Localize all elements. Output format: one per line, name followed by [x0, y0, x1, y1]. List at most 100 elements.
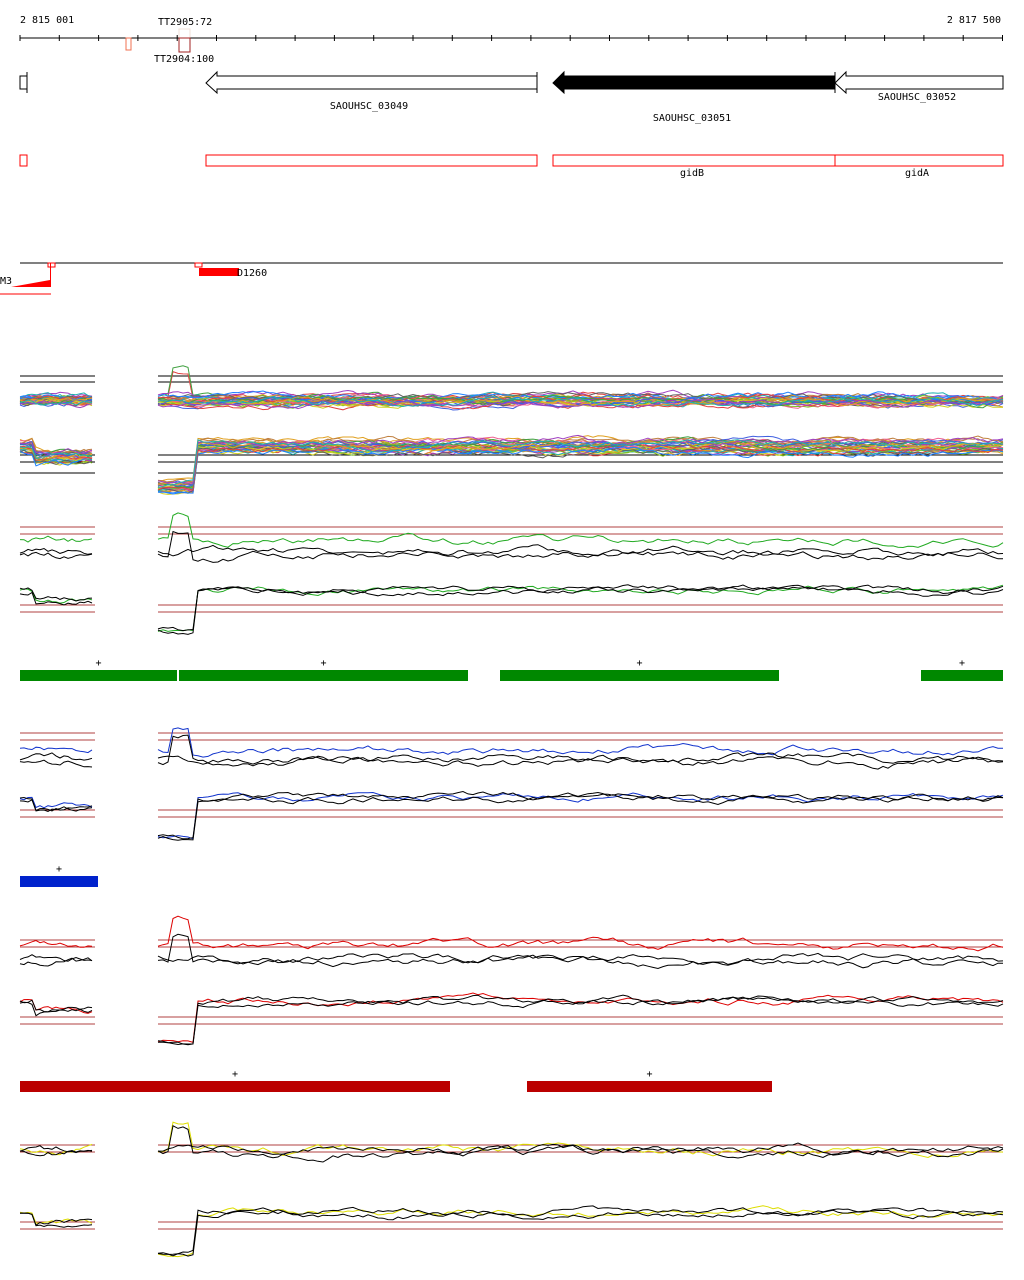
- profile-trace: [19, 939, 93, 948]
- profile-trace: [157, 436, 1004, 487]
- profile-trace: [157, 1207, 1004, 1257]
- profile-trace: [157, 1205, 1004, 1258]
- profile-panel-all: [19, 365, 1004, 411]
- cds-box[interactable]: [552, 154, 836, 167]
- profile-trace: [157, 391, 1004, 404]
- profile-trace: [19, 957, 93, 967]
- profile-trace: [157, 394, 1004, 409]
- ruler-end-label: 2 817 500: [947, 15, 1001, 26]
- profile-trace: [19, 591, 93, 606]
- cds-box[interactable]: [834, 154, 1004, 167]
- feature-block[interactable]: [199, 268, 239, 276]
- profile-trace: [19, 796, 93, 809]
- profile-trace: [19, 954, 93, 962]
- profile-trace: [19, 446, 93, 460]
- profile-panel-group: [19, 1205, 1004, 1258]
- profile-trace: [19, 752, 93, 761]
- profile-trace: [19, 588, 93, 604]
- profile-panel-group: [19, 1121, 1004, 1163]
- profile-trace: [19, 399, 93, 405]
- profile-panel-group: [19, 915, 1004, 970]
- profile-trace: [157, 512, 1004, 549]
- profile-trace: [157, 992, 1004, 1043]
- feature-label: M3: [0, 276, 12, 287]
- strand-mark: +: [646, 1069, 652, 1080]
- profile-trace: [157, 438, 1004, 486]
- terminator-mark[interactable]: [178, 37, 191, 53]
- segment-bar[interactable]: [20, 670, 177, 681]
- profile-trace: [20, 442, 93, 456]
- segment-bars: + + + + + + +: [20, 658, 1003, 1092]
- segment-bar[interactable]: [179, 670, 468, 681]
- profile-trace: [157, 544, 1004, 557]
- profile-panel-group: [19, 584, 1004, 635]
- strand-mark: +: [232, 1069, 238, 1080]
- ruler-start-label: 2 815 001: [20, 15, 74, 26]
- profile-trace: [157, 442, 1004, 489]
- cds-label: gidA: [905, 168, 929, 179]
- terminator-mark[interactable]: [125, 37, 132, 51]
- profile-trace: [19, 547, 93, 555]
- profile-trace: [19, 799, 93, 812]
- strand-mark: +: [636, 658, 642, 669]
- gene-arrow[interactable]: [205, 70, 538, 95]
- profile-trace: [158, 1142, 1004, 1156]
- profile-trace: [157, 952, 1004, 966]
- profile-trace: [157, 439, 1004, 488]
- terminator-track: TT2905:72 TT2904:100: [125, 17, 214, 65]
- profile-trace: [19, 1212, 93, 1228]
- expression-profiles: [19, 365, 1004, 1258]
- gene-track: SAOUHSC_03049 SAOUHSC_03051 SAOUHSC_0305…: [19, 70, 1004, 124]
- profile-trace: [157, 395, 1004, 408]
- strand-mark: +: [320, 658, 326, 669]
- profile-trace: [19, 397, 93, 403]
- profile-trace: [157, 752, 1004, 765]
- profile-trace: [157, 444, 1004, 493]
- profile-trace: [157, 793, 1004, 841]
- profile-trace: [19, 391, 93, 399]
- profile-trace: [19, 1145, 93, 1154]
- segment-bar[interactable]: [500, 670, 779, 681]
- profile-trace: [19, 587, 93, 602]
- profile-panel-group: [19, 992, 1004, 1046]
- cds-track: gidB gidA: [19, 154, 1004, 179]
- profile-trace: [157, 727, 1003, 758]
- segment-bar[interactable]: [527, 1081, 772, 1092]
- profile-trace: [19, 746, 93, 754]
- profile-trace: [158, 994, 1004, 1046]
- segment-bar[interactable]: [20, 876, 98, 887]
- segment-bar[interactable]: [20, 1081, 450, 1092]
- profile-trace: [157, 585, 1004, 635]
- profile-trace: [157, 994, 1004, 1046]
- gene-label: SAOUHSC_03051: [653, 113, 731, 124]
- gene-arrow[interactable]: [834, 70, 1004, 95]
- strand-mark: +: [959, 658, 965, 669]
- terminator-mark[interactable]: [178, 28, 191, 39]
- profile-panel-all: [19, 434, 1004, 495]
- profile-trace: [19, 399, 93, 406]
- profile-trace: [157, 445, 1004, 494]
- profile-panel-group: [19, 790, 1004, 841]
- gene-label: SAOUHSC_03052: [878, 92, 956, 103]
- gene-label: SAOUHSC_03049: [330, 101, 408, 112]
- profile-trace: [157, 530, 1004, 563]
- profile-trace: [19, 447, 93, 459]
- feature-label: D1260: [237, 268, 267, 279]
- terminator-label: TT2904:100: [154, 54, 214, 65]
- profile-trace: [19, 449, 93, 465]
- profile-trace: [157, 584, 1004, 632]
- profile-trace: [19, 551, 93, 560]
- cds-box[interactable]: [205, 154, 538, 167]
- profile-trace: [157, 1125, 1004, 1163]
- segment-bar[interactable]: [921, 670, 1003, 681]
- profile-trace: [157, 434, 1004, 484]
- profile-trace: [157, 791, 1004, 840]
- profile-trace: [19, 400, 93, 409]
- profile-trace: [157, 1205, 1004, 1257]
- profile-trace: [157, 790, 1004, 840]
- profile-trace: [19, 1211, 93, 1224]
- gene-arrow[interactable]: [552, 70, 836, 95]
- profile-trace: [19, 451, 93, 467]
- profile-trace: [19, 394, 93, 401]
